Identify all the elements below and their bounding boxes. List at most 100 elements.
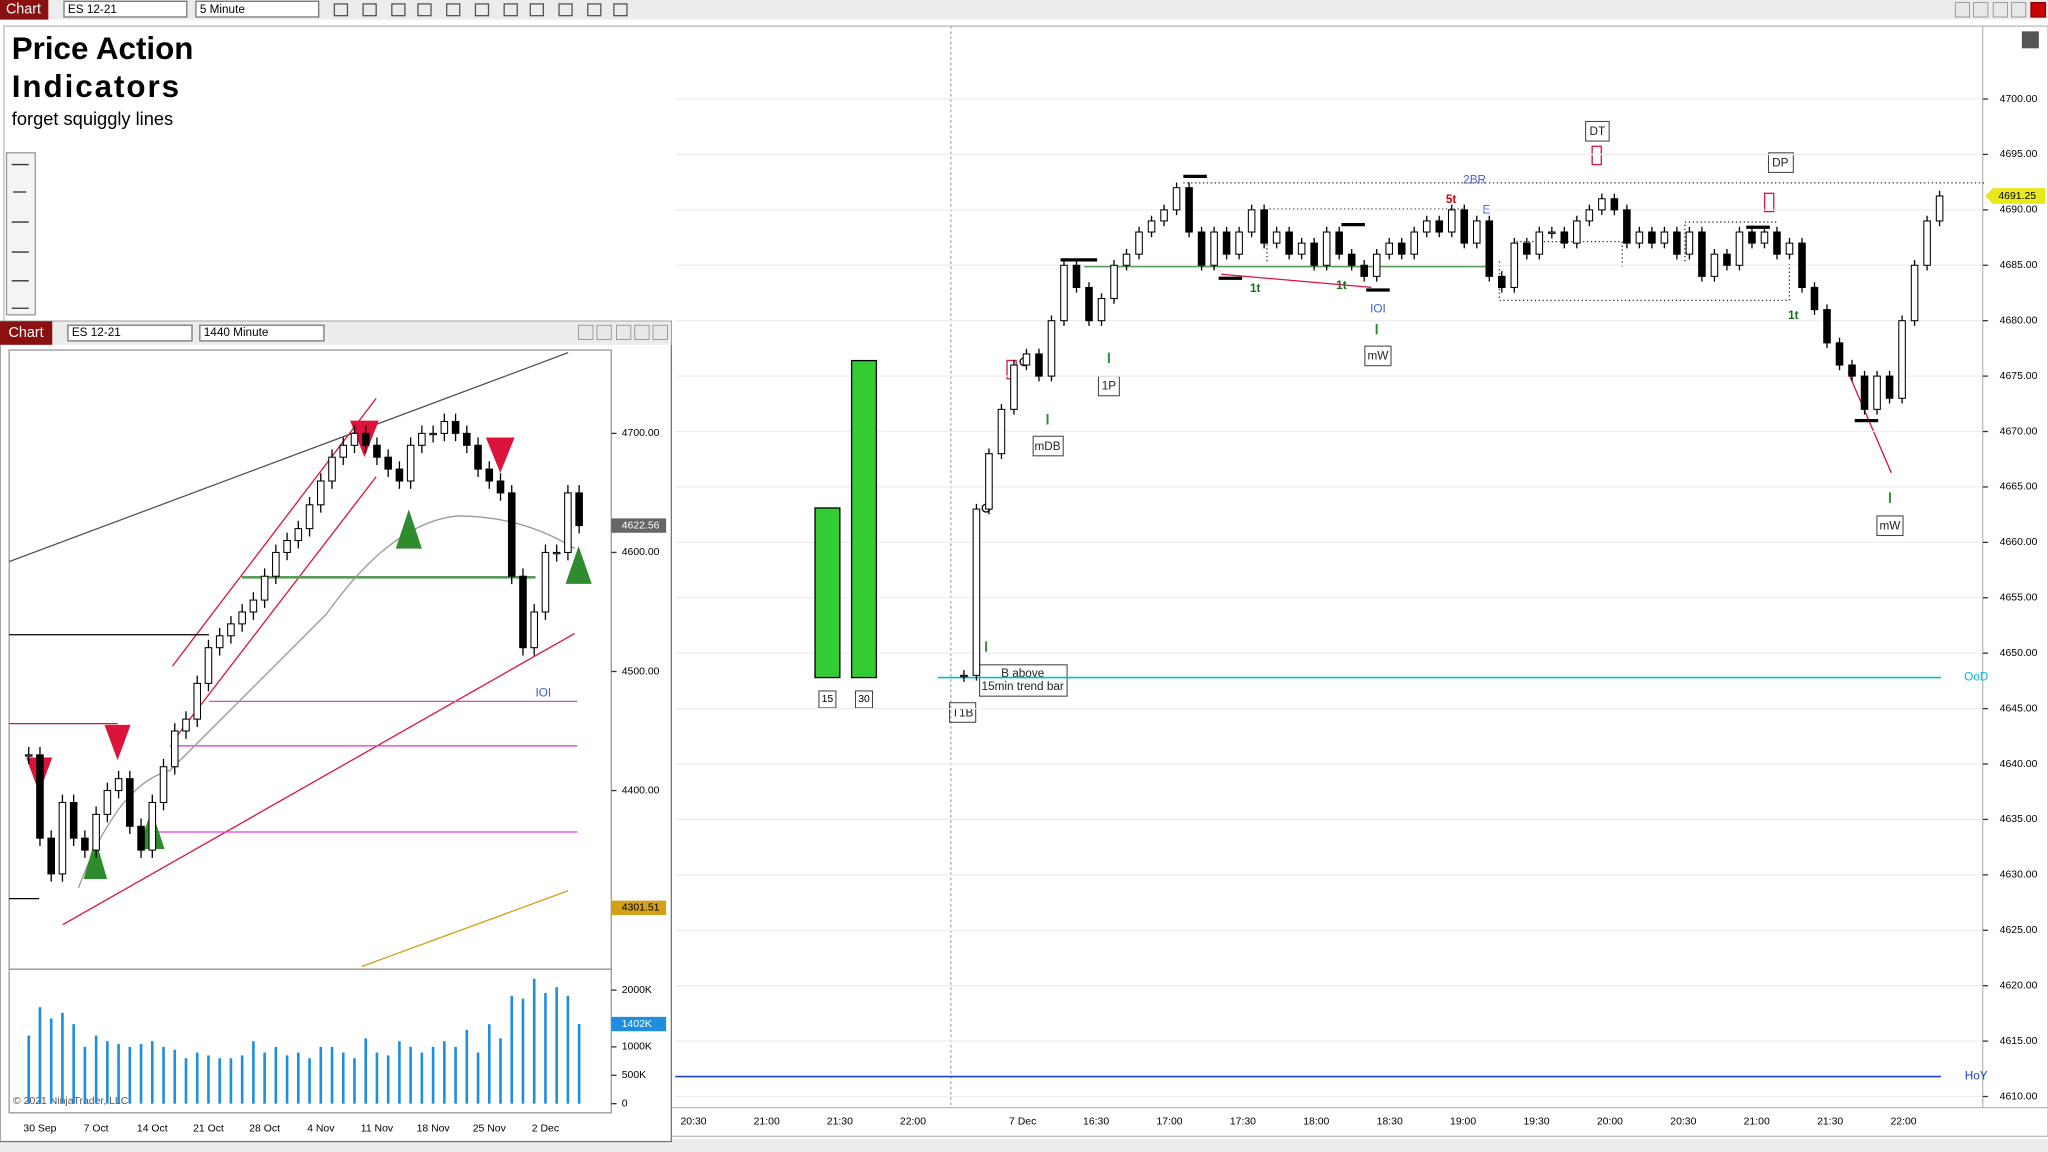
inset-interval-label[interactable]: 1440 Minute <box>204 326 269 339</box>
annotation: 1t <box>1788 309 1799 322</box>
x-tick-label: 21:30 <box>827 1117 853 1128</box>
candle <box>451 420 460 434</box>
x-tick-label: 28 Oct <box>249 1123 280 1134</box>
x-tick-label: 20:00 <box>1597 1117 1623 1128</box>
main-drawings <box>818 120 1986 723</box>
x-tick-label: 17:00 <box>1156 1117 1182 1128</box>
candle <box>1097 298 1106 322</box>
volume-bar <box>431 1046 435 1104</box>
inset-window-buttons[interactable] <box>578 324 668 340</box>
candle <box>1835 342 1844 366</box>
candle <box>519 575 527 649</box>
candle <box>58 801 67 875</box>
inset-instrument-label[interactable]: ES 12-21 <box>72 326 121 339</box>
toolbar-icons[interactable] <box>333 3 628 17</box>
candle <box>1760 231 1769 244</box>
candle <box>159 766 168 803</box>
y-tick-label: 4500.00 <box>622 666 660 677</box>
candle <box>1047 320 1056 377</box>
volume-bar <box>443 1041 446 1104</box>
overlay-title: Indicators <box>12 69 181 104</box>
candle <box>1648 231 1656 244</box>
inset-chart-tab[interactable] <box>0 321 53 345</box>
candle <box>238 611 246 625</box>
candle <box>1885 375 1894 399</box>
inset-volume-plot[interactable] <box>8 968 612 1114</box>
instrument-label[interactable]: ES 12-21 <box>68 3 117 16</box>
volume-bar <box>139 1044 143 1104</box>
candle <box>1472 220 1481 244</box>
volume-bar <box>544 992 547 1104</box>
candle <box>1135 231 1143 255</box>
inset-window[interactable] <box>0 320 672 1143</box>
inset-chart-tab-label[interactable]: Chart <box>9 325 44 341</box>
y-tick-label: 4695.00 <box>2000 149 2038 160</box>
candle <box>170 730 179 768</box>
drawing-tools[interactable] <box>5 152 36 316</box>
candle <box>1147 220 1156 233</box>
volume-bar <box>364 1038 368 1104</box>
candle <box>1422 220 1431 233</box>
candle <box>1685 231 1694 255</box>
y-tick-label: 4400.00 <box>622 785 660 796</box>
candle <box>1898 320 1906 399</box>
candle <box>272 551 280 577</box>
candle <box>339 444 348 458</box>
volume-bar <box>386 1055 390 1104</box>
interval-select[interactable] <box>195 0 320 18</box>
candle <box>316 480 325 506</box>
volume-bar <box>308 1058 311 1104</box>
interval-label[interactable]: 5 Minute <box>200 3 246 16</box>
x-tick-label: 21:30 <box>1817 1117 1843 1128</box>
volume-bar <box>409 1046 412 1104</box>
volume-bar <box>229 1058 233 1104</box>
toolbar <box>0 0 2048 20</box>
y-tick-label: 4680.00 <box>2000 315 2038 326</box>
inset-interval-select[interactable] <box>199 324 325 342</box>
instrument-select[interactable] <box>63 0 188 18</box>
volume-bar <box>577 1024 581 1104</box>
candle <box>1935 195 1944 222</box>
inset-instrument-select[interactable] <box>67 324 193 342</box>
candle <box>1598 198 1606 211</box>
candle <box>485 468 494 482</box>
annotation: DP <box>1772 156 1788 169</box>
candle <box>1110 264 1118 300</box>
annotation: mDB <box>1034 440 1060 453</box>
volume-bar <box>72 1024 75 1104</box>
volume-bar <box>532 978 536 1104</box>
y-tick-label: 4660.00 <box>2000 537 2038 548</box>
y-tick-label: 4670.00 <box>2000 426 2038 437</box>
candle <box>429 432 437 436</box>
x-tick-label: 7 Oct <box>84 1123 109 1134</box>
x-tick-label: 18 Nov <box>417 1123 451 1134</box>
volume-bar <box>499 1038 502 1104</box>
candle <box>137 825 145 851</box>
panel-button[interactable] <box>2021 31 2039 49</box>
candle <box>1498 275 1506 288</box>
candle <box>1060 264 1068 322</box>
volume-bar <box>330 1046 334 1104</box>
candle <box>294 528 303 542</box>
x-tick-label: 19:00 <box>1450 1117 1476 1128</box>
window-buttons[interactable] <box>1954 1 2047 18</box>
chart-tab[interactable] <box>0 0 49 20</box>
volume-bar <box>195 1052 199 1104</box>
x-tick-label: 22:00 <box>1890 1117 1916 1128</box>
chart-tab-label[interactable]: Chart <box>6 2 41 18</box>
candle <box>1510 242 1519 288</box>
annotation: IOI <box>1370 303 1386 316</box>
last-price-label: 4622.56 <box>622 520 660 531</box>
candle <box>1573 220 1581 244</box>
last-price-marker <box>1985 188 2046 204</box>
y-tick-label: 500K <box>622 1070 646 1081</box>
candle <box>1297 242 1306 255</box>
candle <box>463 432 471 446</box>
candle <box>384 456 392 470</box>
volume-bar <box>218 1058 221 1104</box>
candle <box>1773 231 1781 255</box>
candle <box>960 674 968 678</box>
candle <box>1347 253 1356 266</box>
htf-bar <box>850 359 878 679</box>
